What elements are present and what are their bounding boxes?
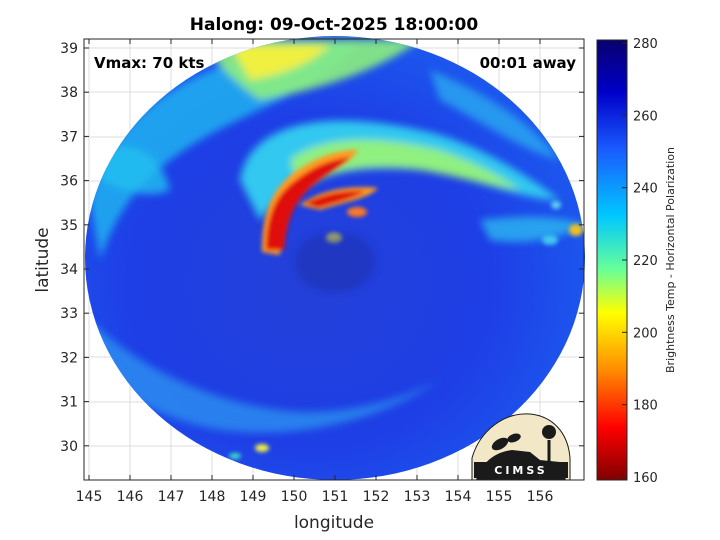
- x-tick-label: 151: [322, 489, 349, 505]
- y-tick-label: 33: [60, 306, 78, 322]
- x-tick-label: 155: [486, 489, 513, 505]
- y-tick-label: 30: [60, 439, 78, 455]
- x-tick-label: 156: [527, 489, 554, 505]
- y-tick-label: 35: [60, 218, 78, 234]
- colorbar-tick-label: 180: [633, 399, 658, 414]
- vmax-label: Vmax: 70 kts: [94, 54, 204, 72]
- y-tick-label: 39: [60, 41, 78, 57]
- colorbar-tick-label: 260: [633, 109, 658, 124]
- x-tick-label: 148: [199, 489, 226, 505]
- y-tick-label: 32: [60, 350, 78, 366]
- cimss-logo: CIMSS: [471, 413, 571, 481]
- figure-title: Halong: 09-Oct-2025 18:00:00: [190, 15, 479, 35]
- y-axis-ticks: 39 38 37 36 35 34 33 32 31 30: [60, 41, 584, 455]
- y-tick-label: 31: [60, 395, 78, 411]
- cimss-logo-text: CIMSS: [494, 464, 547, 477]
- x-axis-label: longitude: [294, 513, 374, 533]
- x-tick-label: 147: [158, 489, 185, 505]
- colorbar-tick-label: 160: [633, 471, 658, 486]
- y-tick-label: 38: [60, 85, 78, 101]
- x-tick-label: 154: [445, 489, 472, 505]
- y-tick-label: 36: [60, 174, 78, 190]
- y-tick-label: 37: [60, 129, 78, 145]
- plot-border: [83, 38, 585, 481]
- x-tick-label: 150: [281, 489, 308, 505]
- colorbar-ticks: 280 260 240 220 200 180 160: [622, 37, 658, 486]
- x-tick-label: 146: [117, 489, 144, 505]
- colorbar-label: Brightness Temp - Horizontal Polarizatio…: [664, 147, 677, 373]
- colorbar-tick-label: 280: [633, 37, 658, 52]
- y-tick-label: 34: [60, 262, 78, 278]
- y-axis-label: latitude: [33, 227, 53, 292]
- x-axis-ticks: 145 146 147 148 149 150 151 152 153 154 155 156: [76, 39, 554, 505]
- x-tick-label: 149: [240, 489, 267, 505]
- colorbar-tick-label: 200: [633, 326, 658, 341]
- satellite-imagery: [85, 36, 585, 480]
- x-tick-label: 152: [363, 489, 390, 505]
- x-tick-label: 153: [404, 489, 431, 505]
- colorbar-tick-label: 240: [633, 182, 658, 197]
- colorbar-tick-label: 220: [633, 254, 658, 269]
- x-tick-label: 145: [76, 489, 103, 505]
- time-away-label: 00:01 away: [480, 54, 577, 72]
